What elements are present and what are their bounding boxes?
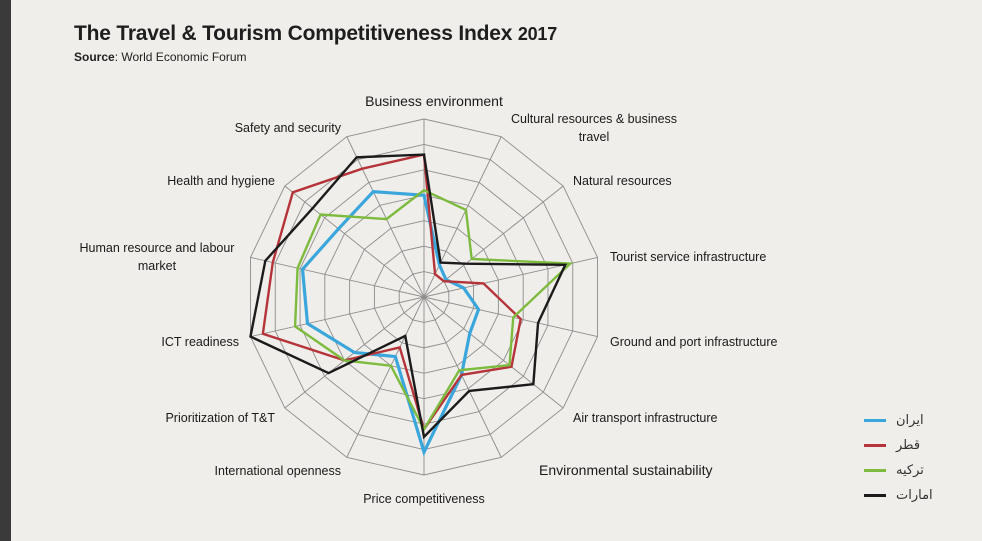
source-text: : World Economic Forum (114, 50, 247, 64)
grid-spoke (250, 256, 425, 298)
grid-spoke (423, 296, 502, 458)
axis-label: Business environment (365, 93, 503, 109)
axis-label: Ground and port infrastructure (610, 335, 777, 349)
axis-label: Air transport infrastructure (573, 411, 718, 425)
axis-label: Tourist service infrastructure (610, 250, 766, 264)
axis-label: Natural resources (573, 174, 672, 188)
radar-grid (250, 118, 598, 476)
legend-swatch (864, 444, 886, 447)
axis-label: ICT readiness (161, 335, 239, 349)
chart-source: Source: World Economic Forum (74, 50, 557, 64)
grid-spoke (346, 296, 425, 458)
chart-title: The Travel & Tourism Competitiveness Ind… (74, 22, 557, 46)
axis-label: International openness (215, 464, 341, 478)
grid-spoke (346, 136, 425, 298)
chart-title-text: The Travel & Tourism Competitiveness Ind… (74, 22, 513, 45)
radar-series (249, 153, 574, 457)
grid-spoke (423, 296, 564, 409)
series-line-1 (300, 189, 481, 457)
legend-item: ترکیه (864, 458, 933, 483)
series-line-4 (249, 153, 568, 440)
series-line-3 (293, 188, 574, 432)
chart-legend: ایران قطر ترکیه امارات (864, 408, 933, 508)
legend-label: ایران (896, 413, 924, 428)
legend-swatch (864, 494, 886, 497)
legend-item: امارات (864, 483, 933, 508)
grid-spoke (423, 136, 502, 298)
legend-label: ترکیه (896, 463, 924, 478)
legend-swatch (864, 469, 886, 472)
left-edge-bar (0, 0, 11, 541)
grid-spoke (250, 296, 425, 338)
legend-item: ایران (864, 408, 933, 433)
legend-item: قطر (864, 433, 933, 458)
series-line-2 (261, 153, 522, 432)
legend-label: امارات (896, 488, 933, 503)
axis-label: Prioritization of T&T (165, 411, 275, 425)
axis-label: Cultural resources & business travel (511, 112, 677, 144)
legend-swatch (864, 419, 886, 422)
source-label: Source (74, 50, 115, 64)
grid-spoke (423, 296, 598, 338)
legend-label: قطر (896, 438, 921, 453)
chart-title-year: 2017 (517, 24, 558, 44)
axis-label: Human resource and labour market (80, 241, 235, 273)
axis-label: Health and hygiene (167, 174, 275, 188)
grid-spoke (284, 185, 425, 298)
chart-header: The Travel & Tourism Competitiveness Ind… (74, 22, 557, 64)
axis-label: Price competitiveness (363, 492, 485, 506)
radar-axis-labels: Business environment Cultural resources &… (80, 93, 778, 506)
axis-label: Safety and security (235, 121, 342, 135)
axis-label: Environmental sustainability (539, 462, 713, 478)
